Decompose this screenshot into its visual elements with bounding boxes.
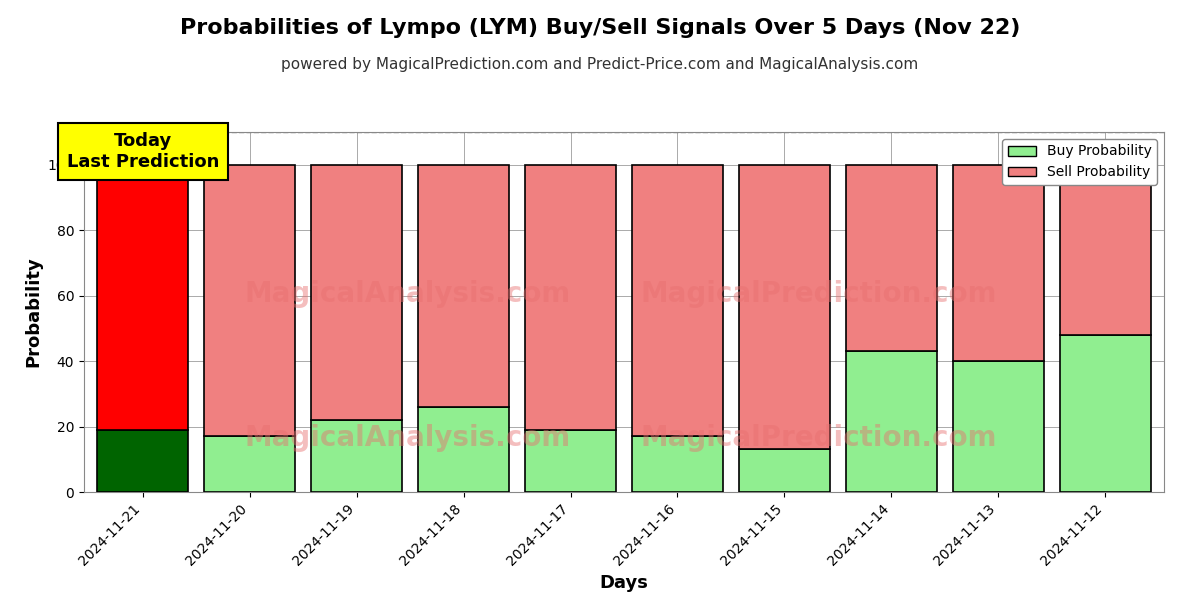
Text: MagicalPrediction.com: MagicalPrediction.com [640, 280, 997, 308]
Text: MagicalAnalysis.com: MagicalAnalysis.com [245, 280, 571, 308]
Text: powered by MagicalPrediction.com and Predict-Price.com and MagicalAnalysis.com: powered by MagicalPrediction.com and Pre… [281, 57, 919, 72]
Bar [739, 449, 830, 492]
Text: Probabilities of Lympo (LYM) Buy/Sell Signals Over 5 Days (Nov 22): Probabilities of Lympo (LYM) Buy/Sell Si… [180, 18, 1020, 38]
Bar [846, 351, 937, 492]
Text: MagicalAnalysis.com: MagicalAnalysis.com [245, 424, 571, 452]
Bar [526, 165, 616, 430]
Bar [953, 165, 1044, 361]
Bar [204, 165, 295, 436]
X-axis label: Days: Days [600, 574, 648, 592]
Text: MagicalPrediction.com: MagicalPrediction.com [640, 424, 997, 452]
Legend: Buy Probability, Sell Probability: Buy Probability, Sell Probability [1002, 139, 1157, 185]
Bar [953, 361, 1044, 492]
Bar [632, 436, 722, 492]
Bar [739, 165, 830, 449]
Bar [846, 165, 937, 351]
Bar [311, 165, 402, 420]
Bar [418, 165, 509, 407]
Y-axis label: Probability: Probability [24, 257, 42, 367]
Bar [1060, 165, 1151, 335]
Bar [97, 430, 188, 492]
Bar [526, 430, 616, 492]
Bar [418, 407, 509, 492]
Text: Today
Last Prediction: Today Last Prediction [67, 132, 218, 171]
Bar [311, 420, 402, 492]
Bar [97, 165, 188, 430]
Bar [1060, 335, 1151, 492]
Bar [204, 436, 295, 492]
Bar [632, 165, 722, 436]
